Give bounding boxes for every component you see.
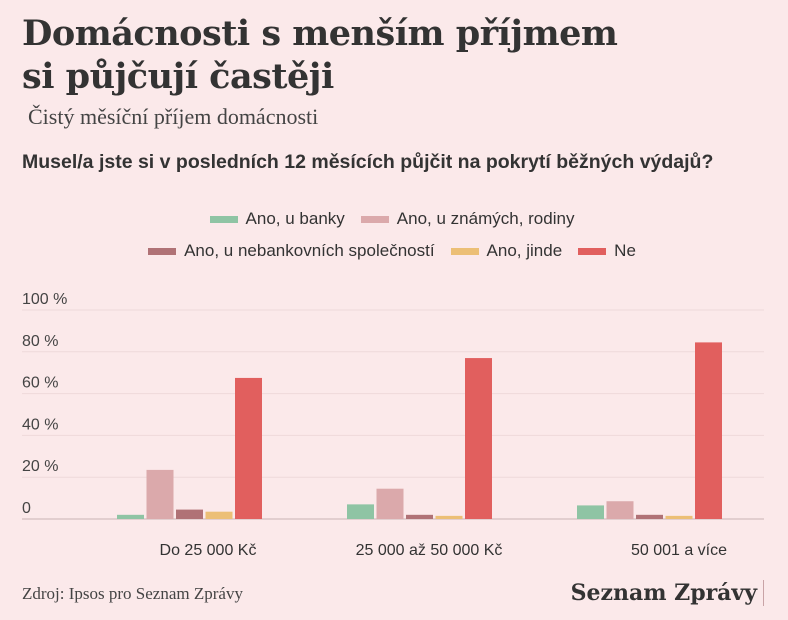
bar-1-4[interactable] bbox=[465, 358, 492, 519]
legend-row-1: Ano, u banky Ano, u známých, rodiny bbox=[22, 203, 762, 235]
y-tick-label: 100 % bbox=[22, 291, 67, 308]
survey-question: Musel/a jste si v posledních 12 měsících… bbox=[22, 151, 714, 173]
bar-0-0[interactable] bbox=[117, 514, 144, 519]
legend-item-nebankovnich[interactable]: Ano, u nebankovních společností bbox=[148, 241, 435, 261]
chart-title: Domácnosti s menším příjmem si půjčují č… bbox=[22, 12, 762, 98]
legend-row-2: Ano, u nebankovních společností Ano, jin… bbox=[22, 235, 762, 267]
bar-0-2[interactable] bbox=[176, 509, 203, 519]
x-category-label: 50 001 a více bbox=[631, 542, 727, 559]
title-line-2: si půjčují častěji bbox=[22, 56, 334, 97]
bar-0-3[interactable] bbox=[205, 511, 233, 519]
bar-2-4[interactable] bbox=[695, 342, 722, 519]
legend-item-znamych[interactable]: Ano, u známých, rodiny bbox=[360, 209, 575, 229]
legend-swatch-banky bbox=[209, 215, 238, 223]
legend-label-znamych: Ano, u známých, rodiny bbox=[396, 209, 575, 228]
y-tick-label: 0 bbox=[22, 500, 31, 517]
bar-1-3[interactable] bbox=[435, 515, 463, 519]
y-tick-label: 80 % bbox=[22, 333, 58, 350]
bar-2-1[interactable] bbox=[606, 501, 634, 519]
legend-label-nebankovnich: Ano, u nebankovních společností bbox=[184, 241, 435, 260]
legend-swatch-nebankovnich bbox=[148, 247, 177, 255]
title-line-1: Domácnosti s menším příjmem bbox=[22, 13, 618, 54]
x-category-label: Do 25 000 Kč bbox=[160, 542, 257, 559]
category-labels: Do 25 000 Kč 25 000 až 50 000 Kč 50 001 a … bbox=[160, 542, 728, 559]
legend: Ano, u banky Ano, u známých, rodiny Ano,… bbox=[22, 203, 762, 267]
legend-item-ne[interactable]: Ne bbox=[578, 241, 636, 261]
legend-swatch-jinde bbox=[450, 247, 479, 255]
source-note: Zdroj: Ipsos pro Seznam Zprávy bbox=[22, 584, 243, 603]
chart-subtitle: Čistý měsíční příjem domácnosti bbox=[28, 104, 319, 129]
legend-label-jinde: Ano, jinde bbox=[486, 241, 563, 260]
y-tick-label: 40 % bbox=[22, 416, 58, 433]
bar-0-1[interactable] bbox=[146, 469, 174, 519]
bar-1-1[interactable] bbox=[376, 488, 404, 519]
y-tick-label: 60 % bbox=[22, 375, 58, 392]
brand-logo: Seznam Zprávy bbox=[571, 580, 764, 606]
bar-2-3[interactable] bbox=[665, 515, 693, 519]
bar-2-2[interactable] bbox=[636, 514, 663, 519]
bar-1-2[interactable] bbox=[406, 514, 433, 519]
legend-swatch-ne bbox=[578, 247, 607, 255]
grid-lines: 0 20 % 40 % 60 % 80 % 100 % bbox=[22, 291, 764, 520]
legend-item-jinde[interactable]: Ano, jinde bbox=[450, 241, 563, 261]
bar-2-0[interactable] bbox=[577, 505, 604, 519]
bar-1-0[interactable] bbox=[347, 504, 374, 519]
legend-swatch-znamych bbox=[360, 215, 389, 223]
bar-0-4[interactable] bbox=[235, 377, 262, 519]
x-category-label: 25 000 až 50 000 Kč bbox=[356, 542, 503, 559]
legend-label-ne: Ne bbox=[614, 241, 636, 260]
y-tick-label: 20 % bbox=[22, 458, 58, 475]
bars bbox=[117, 342, 722, 519]
legend-item-banky[interactable]: Ano, u banky bbox=[209, 209, 345, 229]
legend-label-banky: Ano, u banky bbox=[245, 209, 345, 228]
